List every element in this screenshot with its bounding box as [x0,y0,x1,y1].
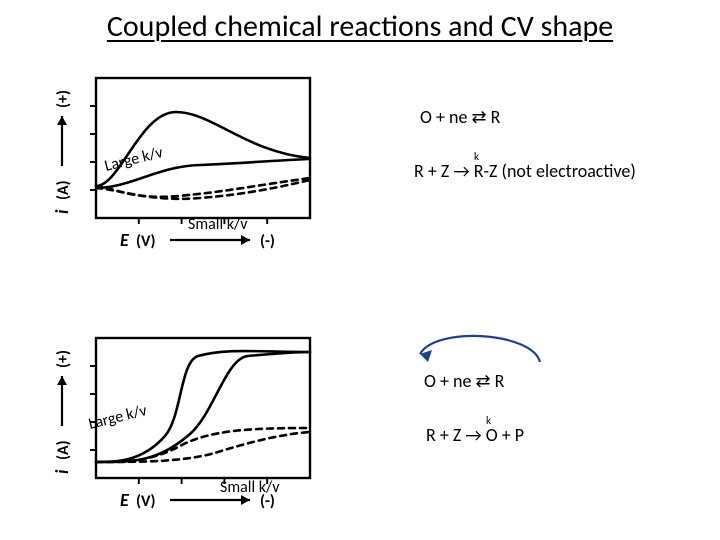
feedback-arrow-icon [0,0,720,540]
